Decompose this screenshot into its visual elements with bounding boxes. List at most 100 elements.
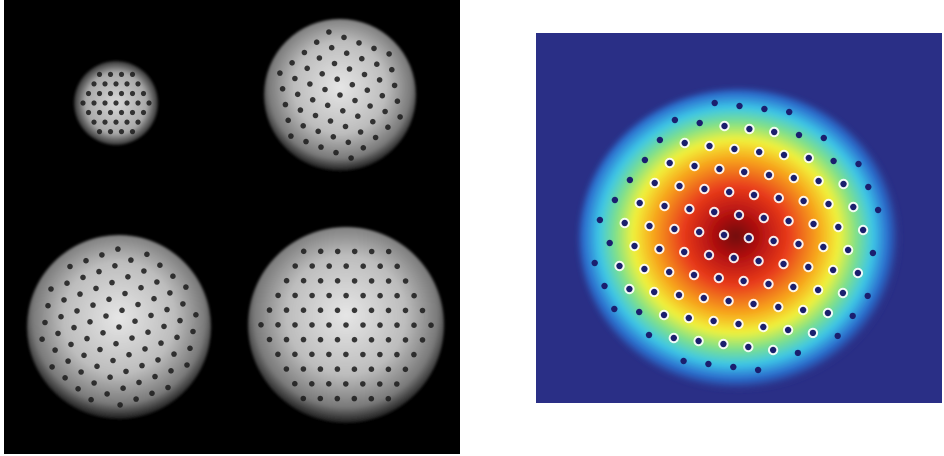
- vortex: [107, 374, 113, 381]
- vortex: [90, 302, 96, 308]
- vortex: [351, 278, 358, 284]
- vortex: [94, 363, 100, 370]
- vortex: [827, 264, 839, 276]
- vortex-core: [750, 191, 758, 199]
- vortex: [356, 40, 362, 46]
- vortex: [763, 278, 774, 290]
- grayscale-condensate-image: [27, 19, 444, 423]
- vortex-core: [636, 199, 643, 207]
- vortex: [713, 272, 724, 284]
- vortex: [674, 180, 685, 192]
- vortex: [783, 215, 794, 227]
- vortex: [658, 309, 670, 321]
- vortex: [148, 312, 154, 319]
- vortex-core: [700, 294, 707, 302]
- vortex: [157, 262, 163, 269]
- vortex: [58, 313, 64, 320]
- condensate-bottom-right: [248, 227, 444, 423]
- vortex: [705, 360, 712, 368]
- vortex-lattice: [591, 99, 882, 374]
- vortex: [330, 134, 337, 140]
- vortex-core: [621, 219, 628, 227]
- vortex: [360, 351, 366, 358]
- vortex: [371, 45, 377, 52]
- vortex: [360, 292, 366, 299]
- vortex: [654, 243, 665, 255]
- vortex-core: [800, 197, 807, 205]
- vortex: [129, 129, 136, 135]
- vortex: [848, 201, 859, 213]
- vortex: [110, 357, 116, 364]
- vortex: [96, 109, 103, 116]
- vortex: [317, 307, 324, 314]
- vortex-core: [591, 259, 598, 267]
- vortex: [698, 292, 709, 304]
- vortex-core: [735, 320, 742, 328]
- vortex-core: [681, 248, 688, 256]
- vortex: [96, 129, 103, 135]
- vortex-core: [809, 329, 817, 337]
- vortex: [266, 336, 273, 343]
- vortex: [144, 251, 150, 258]
- vortex: [341, 34, 347, 41]
- vortex: [77, 291, 83, 297]
- vortex: [309, 322, 315, 328]
- vortex-core: [785, 217, 792, 225]
- vortex: [797, 304, 809, 316]
- vortex: [67, 263, 73, 270]
- vortex-core: [685, 314, 692, 322]
- vortex-core: [745, 343, 752, 351]
- vortex: [394, 292, 400, 299]
- vortex: [748, 189, 760, 201]
- vortex: [368, 248, 375, 255]
- vortex-core: [859, 226, 867, 234]
- vortex: [733, 318, 744, 330]
- vortex-core: [711, 208, 718, 216]
- vortex-lattice: [80, 71, 152, 135]
- vortex: [386, 51, 392, 57]
- vortex: [693, 335, 704, 347]
- vortex-core: [844, 246, 852, 254]
- vortex: [385, 278, 392, 284]
- vortex-core: [854, 269, 862, 277]
- vortex: [664, 157, 675, 169]
- vortex-core: [701, 185, 708, 193]
- vortex: [292, 75, 298, 82]
- vortex: [601, 282, 608, 290]
- vortex: [629, 240, 640, 252]
- vortex-core: [671, 225, 678, 233]
- vortex: [795, 131, 803, 139]
- vortex: [402, 278, 409, 284]
- vortex: [78, 369, 84, 375]
- vortex: [803, 152, 814, 164]
- vortex: [317, 278, 324, 284]
- vortex: [107, 109, 114, 116]
- vortex-core: [726, 188, 733, 196]
- vortex: [343, 381, 349, 387]
- vortex-core: [820, 134, 827, 142]
- vortex-core: [815, 177, 822, 185]
- vortex-core: [810, 220, 817, 228]
- vortex: [117, 402, 123, 408]
- vortex: [128, 257, 134, 263]
- vortex: [348, 155, 354, 161]
- vortex: [118, 129, 125, 135]
- vortex: [767, 344, 779, 356]
- vortex: [342, 123, 349, 130]
- vortex: [275, 292, 281, 299]
- vortex: [385, 124, 391, 130]
- vortex: [71, 324, 77, 331]
- vortex: [370, 118, 376, 125]
- vortex: [318, 144, 324, 150]
- vortex: [736, 102, 743, 110]
- vortex-core: [805, 263, 812, 271]
- vortex: [754, 146, 765, 158]
- vortex: [187, 345, 193, 352]
- vortex: [152, 373, 158, 380]
- vortex: [343, 263, 350, 269]
- vortex: [639, 263, 650, 275]
- vortex: [155, 357, 161, 363]
- vortex-core: [740, 277, 747, 285]
- vortex: [275, 351, 281, 358]
- vortex: [96, 90, 103, 97]
